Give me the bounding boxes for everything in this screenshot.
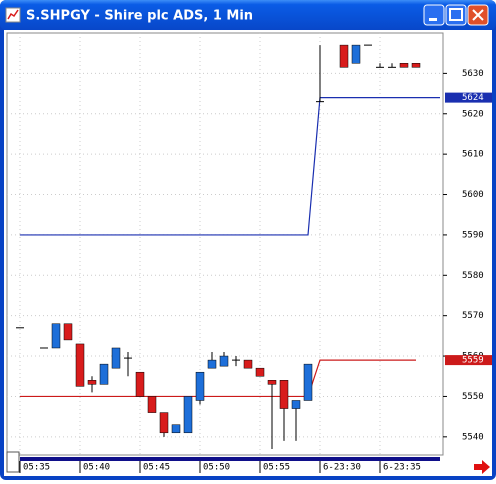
close-button[interactable] bbox=[467, 4, 489, 26]
last-value-box bbox=[445, 355, 492, 366]
x-tick-label: 05:45 bbox=[143, 463, 170, 473]
y-tick-label: 5570 bbox=[462, 311, 484, 321]
candle-body bbox=[159, 412, 169, 434]
window-title: S.SHPGY - Shire plc ADS, 1 Min bbox=[26, 9, 253, 24]
candle-body bbox=[351, 44, 361, 64]
candle-body bbox=[255, 367, 265, 377]
x-tick-label: 6-23:30 bbox=[323, 463, 361, 473]
indicator-line bbox=[20, 97, 440, 236]
x-tick-label: 05:50 bbox=[203, 463, 230, 473]
candle-body bbox=[279, 380, 289, 409]
y-tick-label: 5620 bbox=[462, 109, 484, 119]
candle-body bbox=[243, 359, 253, 369]
y-tick-label: 5590 bbox=[462, 230, 484, 240]
candle-body bbox=[219, 355, 229, 367]
y-tick-label: 5610 bbox=[462, 150, 484, 160]
plot-area bbox=[6, 32, 444, 456]
app-icon-graph bbox=[7, 9, 19, 20]
y-tick-label: 5600 bbox=[462, 190, 484, 200]
x-tick-label: 05:40 bbox=[83, 463, 110, 473]
candle-body bbox=[303, 363, 313, 401]
y-tick-label: 5550 bbox=[462, 392, 484, 402]
y-tick-label: 5580 bbox=[462, 271, 484, 281]
candle-body bbox=[171, 424, 181, 434]
y-tick-label: 5630 bbox=[462, 69, 484, 79]
candle-body bbox=[207, 359, 217, 369]
last-value-box bbox=[445, 92, 492, 103]
y-tick-label: 5540 bbox=[462, 432, 484, 442]
x-tick-label: 6-23:35 bbox=[383, 463, 421, 473]
candle-body bbox=[135, 371, 145, 397]
scroll-arrow[interactable] bbox=[474, 460, 490, 474]
maximize-button[interactable] bbox=[445, 4, 467, 26]
candle-body bbox=[339, 44, 349, 68]
candle-body bbox=[147, 396, 157, 413]
candle-body bbox=[411, 63, 421, 68]
x-tick-label: 05:35 bbox=[23, 463, 50, 473]
candle-body bbox=[63, 323, 73, 341]
indicator-line bbox=[20, 359, 416, 398]
candle-body bbox=[195, 371, 205, 401]
last-value-label: 5559 bbox=[462, 356, 484, 366]
x-tick-label: 05:55 bbox=[263, 463, 290, 473]
last-value-label: 5624 bbox=[462, 93, 484, 103]
candle-body bbox=[291, 400, 301, 409]
title-bar bbox=[0, 0, 496, 30]
scroll-box[interactable] bbox=[6, 451, 20, 473]
minimize-button[interactable] bbox=[423, 4, 445, 26]
time-bar bbox=[20, 457, 440, 461]
candle-body bbox=[267, 380, 277, 385]
candle-body bbox=[75, 343, 85, 387]
candle-body bbox=[183, 396, 193, 434]
candle-body bbox=[399, 63, 409, 68]
candle-body bbox=[99, 363, 109, 385]
candle-body bbox=[87, 380, 97, 385]
candle-body bbox=[51, 323, 61, 349]
candle-body bbox=[111, 347, 121, 369]
